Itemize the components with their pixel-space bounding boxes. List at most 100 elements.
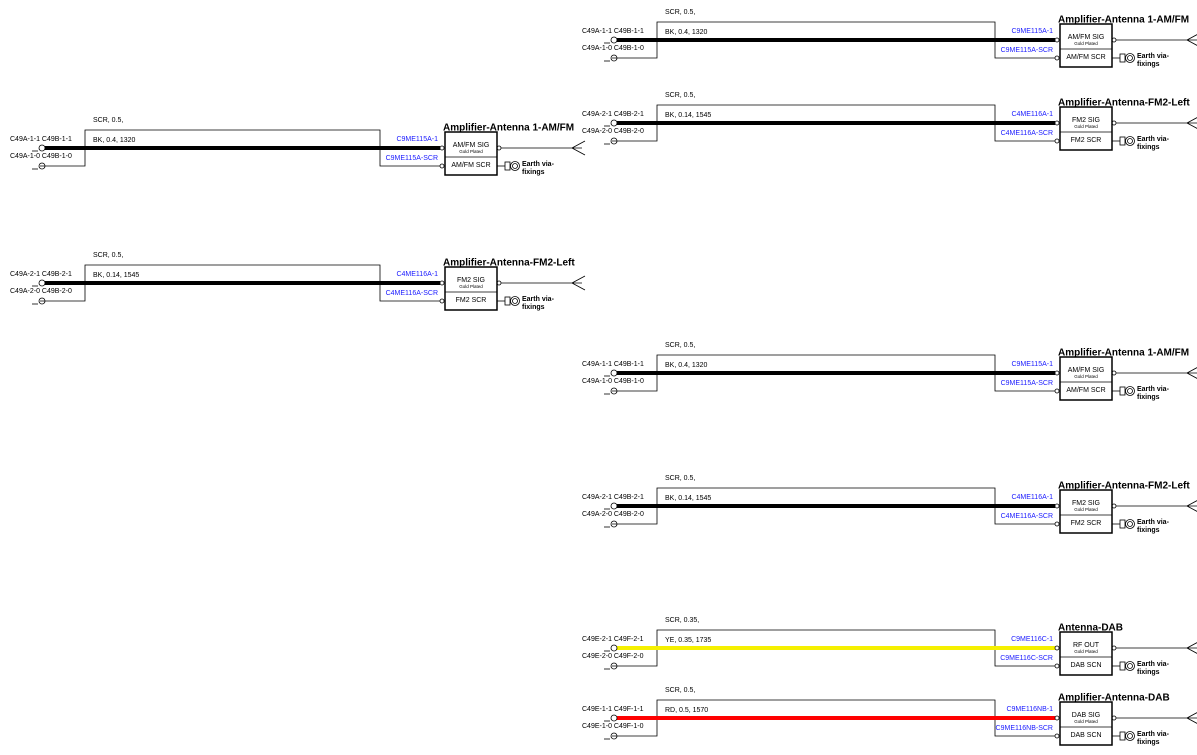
earth-label: Earth via-	[1137, 136, 1170, 143]
connector-pin	[439, 145, 445, 151]
connector-pin	[610, 644, 618, 652]
right-connector-label: C9ME115A-SCR	[1001, 47, 1053, 54]
component-box	[1059, 631, 1113, 676]
earth-label: Earth via-	[522, 296, 555, 303]
component-title: Amplifier-Antenna-FM2-Left	[443, 258, 575, 269]
wire-label: BK, 0.4, 1320	[665, 362, 708, 369]
wire-label: BK, 0.4, 1320	[93, 137, 136, 144]
connector-pin	[439, 163, 445, 169]
component-title: Amplifier-Antenna 1-AM/FM	[443, 123, 574, 134]
connector-pin	[1054, 733, 1060, 739]
pin-label: FM2 SIG	[457, 277, 485, 284]
pin-label: FM2 SCR	[1071, 520, 1102, 527]
earth-symbol	[504, 161, 511, 171]
connector-pin	[610, 520, 618, 528]
earth-symbol	[512, 298, 518, 304]
wire-label: BK, 0.14, 1545	[665, 112, 711, 119]
earth-symbol	[1125, 53, 1135, 63]
shield-label: SCR, 0.5,	[665, 687, 695, 694]
connector-pin	[610, 36, 618, 44]
left-connector-label: C49A-2-1 C49B-2-1	[582, 494, 644, 501]
pin-label: RF OUT	[1073, 642, 1100, 649]
left-connector-label: C49E-1-1 C49F-1-1	[582, 706, 644, 713]
earth-symbol	[1119, 386, 1126, 396]
right-connector-label: C9ME115A-1	[396, 136, 438, 143]
connector-pin	[610, 54, 618, 62]
plating-label: Gold Plated	[1074, 507, 1098, 512]
right-connector-label: C9ME115A-SCR	[1001, 380, 1053, 387]
earth-symbol	[1125, 386, 1135, 396]
pin-label: FM2 SCR	[1071, 137, 1102, 144]
connector-pin	[1054, 55, 1060, 61]
connector-pin	[38, 144, 46, 152]
connector-pin	[1054, 120, 1060, 126]
connector-pin	[610, 732, 618, 740]
component-title: Amplifier-Antenna-DAB	[1058, 693, 1170, 704]
pin-label: AM/FM SIG	[1068, 34, 1105, 41]
connector-pin	[610, 387, 618, 395]
earth-symbol	[1127, 521, 1133, 527]
connector-pin	[610, 369, 618, 377]
shield-outline	[612, 21, 1055, 59]
earth-label: fixings	[1137, 394, 1160, 401]
left-connector-label: C49A-1-0 C49B-1-0	[582, 45, 644, 52]
component-box	[444, 266, 498, 311]
antenna	[501, 140, 586, 156]
right-connector-label: C9ME115A-SCR	[386, 155, 438, 162]
earth-symbol	[504, 296, 511, 306]
earth-label: Earth via-	[522, 161, 555, 168]
earth-symbol	[1119, 731, 1126, 741]
earth-label: Earth via-	[1137, 519, 1170, 526]
wire-label: BK, 0.4, 1320	[665, 29, 708, 36]
earth-symbol	[1125, 136, 1135, 146]
earth-label: Earth via-	[1137, 53, 1170, 60]
wire-label: YE, 0.35, 1735	[665, 637, 711, 644]
pin-label: AM/FM SCR	[451, 162, 490, 169]
antenna	[1116, 500, 1197, 512]
plating-label: Gold Plated	[1074, 374, 1098, 379]
component-title: Amplifier-Antenna-FM2-Left	[1058, 98, 1190, 109]
antenna	[1116, 34, 1197, 46]
earth-label: fixings	[1137, 527, 1160, 534]
component-title: Amplifier-Antenna-FM2-Left	[1058, 481, 1190, 492]
pin-label: AM/FM SIG	[1068, 367, 1105, 374]
connector-pin	[439, 280, 445, 286]
component-title: Amplifier-Antenna 1-AM/FM	[1058, 348, 1189, 359]
connector-pin	[610, 662, 618, 670]
connector-pin	[1054, 138, 1060, 144]
connector-pin	[38, 162, 46, 170]
right-connector-label: C4ME116A-1	[396, 271, 438, 278]
earth-label: fixings	[1137, 669, 1160, 676]
shield-label: SCR, 0.5,	[665, 342, 695, 349]
right-connector-label: C4ME116A-SCR	[1001, 130, 1053, 137]
left-connector-label: C49A-1-0 C49B-1-0	[10, 153, 72, 160]
earth-symbol	[1125, 519, 1135, 529]
antenna	[1116, 642, 1197, 654]
right-connector-label: C9ME116C-SCR	[1000, 655, 1053, 662]
earth-label: Earth via-	[1137, 731, 1170, 738]
earth-label: fixings	[1137, 61, 1160, 68]
left-connector-label: C49A-1-1 C49B-1-1	[10, 136, 72, 143]
plating-label: Gold Plated	[1074, 124, 1098, 129]
connector-pin	[1054, 503, 1060, 509]
component-box	[444, 131, 498, 176]
connector-pin	[1054, 388, 1060, 394]
left-connector-label: C49A-2-0 C49B-2-0	[582, 511, 644, 518]
connector-pin	[1054, 370, 1060, 376]
connector-pin	[439, 298, 445, 304]
earth-symbol	[1127, 388, 1133, 394]
left-connector-label: C49A-1-1 C49B-1-1	[582, 28, 644, 35]
earth-symbol	[512, 163, 518, 169]
left-connector-label: C49E-1-0 C49F-1-0	[582, 723, 644, 730]
earth-symbol	[1119, 519, 1126, 529]
shield-label: SCR, 0.5,	[665, 92, 695, 99]
earth-label: fixings	[522, 304, 545, 311]
pin-label: DAB SCN	[1070, 732, 1101, 739]
shield-outline	[612, 487, 1055, 525]
earth-symbol	[1119, 53, 1126, 63]
connector-pin	[1054, 645, 1060, 651]
earth-symbol	[510, 161, 520, 171]
pin-label: FM2 SIG	[1072, 117, 1100, 124]
component-box	[1059, 701, 1113, 746]
shield-outline	[612, 104, 1055, 142]
